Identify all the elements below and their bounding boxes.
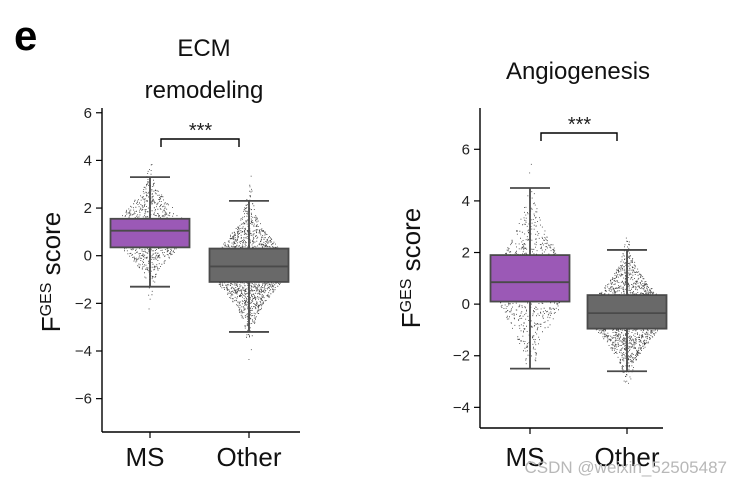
box-other (208, 247, 290, 283)
y-tick-label: 2 (462, 245, 470, 262)
y-tick-label: 6 (462, 141, 470, 158)
chart-title: Angiogenesis (506, 58, 650, 85)
ecm-remodeling-panel: ECM remodeling 6 4 2 0 −2 −4 −6 *** MS Other F… (36, 35, 300, 472)
y-tick-label: 4 (84, 152, 92, 169)
chart-title-line-1: ECM (177, 35, 230, 62)
significance-bracket (160, 138, 240, 147)
y-tick-label: −2 (453, 348, 470, 365)
chart-title-line-2: remodeling (145, 77, 264, 104)
y-label-rest: score (396, 208, 426, 279)
y-tick-label: 4 (462, 193, 470, 210)
y-axis-label: FGES score (396, 208, 426, 329)
y-tick-label: 0 (462, 296, 470, 313)
y-tick-label: −4 (453, 399, 470, 416)
box-other (586, 294, 668, 330)
y-tick-label: 6 (84, 105, 92, 122)
box-plots (489, 187, 668, 373)
y-label-rest: score (36, 212, 66, 283)
y-axis-ticks: 6 4 2 0 −2 −4 (453, 141, 628, 434)
y-axis-label: FGES score (36, 212, 66, 333)
y-label-superscript: GES (398, 279, 415, 313)
y-axis-ticks: 6 4 2 0 −2 −4 −6 (75, 105, 250, 438)
y-tick-label: 0 (84, 248, 92, 265)
x-category-other: Other (216, 442, 281, 472)
panel-letter: e (14, 12, 37, 59)
y-label-main: F (36, 316, 66, 332)
y-tick-label: 2 (84, 200, 92, 217)
box-ms (109, 217, 191, 249)
y-tick-label: −2 (75, 295, 92, 312)
y-label-superscript: GES (38, 283, 55, 317)
watermark: CSDN @weixin_52505487 (525, 458, 727, 477)
x-category-ms: MS (506, 442, 545, 472)
significance-stars: *** (568, 114, 592, 136)
significance-bracket (540, 132, 618, 141)
angiogenesis-panel: Angiogenesis 6 4 2 0 −2 −4 *** MS Other FGES … (396, 58, 668, 472)
y-tick-label: −4 (75, 343, 92, 360)
x-category-other: Other (594, 442, 659, 472)
x-category-ms: MS (126, 442, 165, 472)
box-plots (109, 176, 290, 333)
significance-stars: *** (189, 120, 213, 142)
y-label-main: F (396, 312, 426, 328)
box-ms (489, 254, 571, 303)
y-tick-label: −6 (75, 391, 92, 408)
